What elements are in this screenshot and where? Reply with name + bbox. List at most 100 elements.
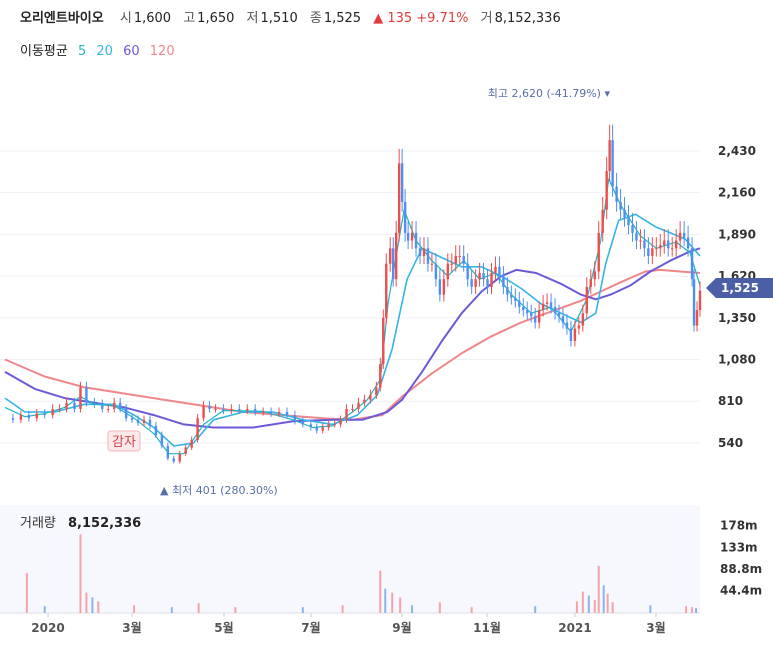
candle-body	[674, 240, 678, 249]
candle-body	[692, 279, 696, 326]
x-axis-tick: 9월	[392, 620, 411, 635]
candle-body	[561, 316, 565, 323]
candle-body	[434, 263, 438, 280]
candle-body	[619, 201, 622, 210]
candle-body	[565, 322, 569, 329]
low-price: 1,510	[260, 11, 298, 26]
candle-body	[474, 279, 477, 287]
candle-body	[269, 412, 273, 414]
candle-body	[230, 408, 233, 411]
open-price: 1,600	[133, 11, 172, 26]
x-axis-tick: 2021	[558, 621, 591, 635]
volume-bar	[79, 534, 82, 613]
candle-body	[315, 427, 318, 431]
candle-body	[73, 402, 76, 409]
candle-body	[494, 266, 497, 274]
volume-title: 거래량	[20, 516, 56, 531]
candle-body	[635, 232, 638, 241]
candle-body	[651, 248, 654, 257]
candle-body	[446, 263, 450, 280]
volume-bar	[234, 607, 237, 613]
candle-body	[277, 412, 281, 414]
candle-body	[43, 413, 46, 416]
candle-body	[678, 232, 682, 241]
candle-body	[577, 325, 581, 329]
candle-body	[345, 408, 348, 420]
x-axis-tick: 2020	[31, 621, 64, 635]
candle-body	[406, 232, 410, 241]
candle-body	[293, 415, 297, 422]
candle-body	[589, 279, 592, 287]
candle-body	[414, 232, 418, 249]
candle-body	[643, 240, 646, 249]
moving-average-legend: 이동평균 5 20 60 120	[20, 40, 181, 59]
low-annotation: ▲ 최저 401 (280.30%)	[160, 484, 278, 497]
candle-body	[502, 276, 505, 287]
volume-bar	[91, 597, 94, 613]
candle-body	[321, 427, 324, 431]
candle-body	[107, 408, 110, 410]
candle-body	[597, 232, 600, 272]
candle-body	[403, 201, 407, 233]
candle-body	[385, 263, 388, 318]
candle-body	[498, 266, 501, 277]
volume-bar	[534, 606, 537, 613]
candle-body	[478, 273, 481, 280]
candle-body	[482, 273, 485, 280]
volume-bar	[602, 585, 605, 613]
candle-body	[647, 248, 650, 257]
candle-body	[392, 248, 395, 280]
candle-body	[526, 310, 529, 314]
candle-body	[369, 395, 372, 400]
volume-bar	[470, 607, 473, 613]
candle-body	[430, 263, 434, 265]
candle-body	[11, 418, 15, 420]
price-axis-tick: 1,080	[718, 353, 756, 367]
candle-body	[389, 248, 392, 264]
volume-axis-tick: 178m	[720, 519, 758, 533]
candle-body	[166, 446, 170, 459]
stock-name: 오리엔트바이오	[20, 11, 104, 26]
candle-body	[615, 186, 618, 202]
volume-bar	[581, 591, 584, 613]
volume-bar	[197, 603, 200, 613]
moving-average-label: 이동평균	[20, 44, 68, 59]
candle-body	[379, 364, 382, 388]
candle-body	[533, 316, 537, 323]
candle-body	[695, 310, 699, 326]
candle-body	[246, 408, 249, 411]
candle-body	[663, 240, 666, 246]
candle-body	[541, 303, 545, 311]
volume-bar	[411, 605, 414, 613]
candle-body	[466, 263, 469, 280]
candle-body	[690, 248, 694, 280]
candle-body	[148, 419, 152, 426]
volume-bar	[25, 573, 28, 613]
candle-body	[363, 399, 366, 403]
x-axis-tick: 5월	[214, 620, 233, 635]
candle-body	[382, 317, 385, 365]
candle-body	[549, 302, 553, 307]
low-label: 저	[246, 11, 259, 26]
price-axis-tick: 810	[718, 394, 743, 408]
candle-body	[458, 256, 461, 258]
candle-body	[357, 402, 360, 409]
candle-body	[522, 306, 525, 311]
candle-body	[671, 248, 674, 250]
ma-60[interactable]: 60	[123, 44, 140, 59]
volume-bar	[133, 605, 136, 613]
volume-bar	[43, 606, 46, 613]
candle-body	[426, 248, 430, 264]
close-label: 종	[309, 11, 322, 26]
ma-20[interactable]: 20	[96, 44, 113, 59]
candle-body	[422, 248, 426, 257]
candle-body	[601, 209, 604, 233]
ma-5[interactable]: 5	[77, 44, 87, 59]
ma-120[interactable]: 120	[149, 44, 175, 59]
high-label: 고	[183, 11, 196, 26]
candle-body	[510, 294, 513, 298]
candle-body	[261, 412, 265, 414]
candle-body	[254, 408, 257, 413]
candle-body	[686, 237, 690, 249]
